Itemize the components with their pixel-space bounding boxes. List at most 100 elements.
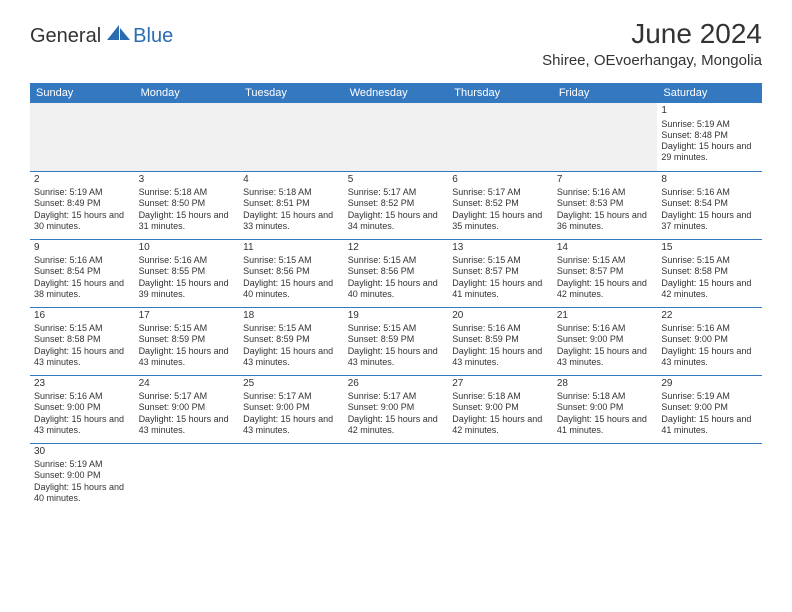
blank-cell [135, 443, 240, 511]
daylight-line: Daylight: 15 hours and 30 minutes. [34, 210, 131, 233]
day-number: 8 [661, 174, 758, 187]
daylight-line: Daylight: 15 hours and 41 minutes. [452, 278, 549, 301]
sunset-line: Sunset: 9:00 PM [661, 334, 758, 345]
brand-logo: General Blue [30, 24, 173, 48]
sunrise-line: Sunrise: 5:17 AM [139, 391, 236, 402]
day-number: 24 [139, 378, 236, 391]
weekday-header: Friday [553, 83, 658, 103]
day-number: 11 [243, 242, 340, 255]
day-number: 22 [661, 310, 758, 323]
day-cell: 30Sunrise: 5:19 AMSunset: 9:00 PMDayligh… [30, 443, 135, 511]
daylight-line: Daylight: 15 hours and 31 minutes. [139, 210, 236, 233]
day-number: 19 [348, 310, 445, 323]
sunset-line: Sunset: 8:59 PM [348, 334, 445, 345]
sunset-line: Sunset: 9:00 PM [139, 402, 236, 413]
sunrise-line: Sunrise: 5:19 AM [34, 459, 131, 470]
daylight-line: Daylight: 15 hours and 43 minutes. [243, 346, 340, 369]
sunrise-line: Sunrise: 5:16 AM [34, 255, 131, 266]
sunset-line: Sunset: 8:59 PM [139, 334, 236, 345]
sunrise-line: Sunrise: 5:15 AM [661, 255, 758, 266]
day-cell: 22Sunrise: 5:16 AMSunset: 9:00 PMDayligh… [657, 307, 762, 375]
sunrise-line: Sunrise: 5:15 AM [243, 255, 340, 266]
empty-cell [30, 103, 135, 171]
blank-cell [448, 443, 553, 511]
daylight-line: Daylight: 15 hours and 33 minutes. [243, 210, 340, 233]
day-cell: 24Sunrise: 5:17 AMSunset: 9:00 PMDayligh… [135, 375, 240, 443]
sunrise-line: Sunrise: 5:16 AM [557, 323, 654, 334]
day-cell: 11Sunrise: 5:15 AMSunset: 8:56 PMDayligh… [239, 239, 344, 307]
sunset-line: Sunset: 8:55 PM [139, 266, 236, 277]
day-cell: 20Sunrise: 5:16 AMSunset: 8:59 PMDayligh… [448, 307, 553, 375]
daylight-line: Daylight: 15 hours and 34 minutes. [348, 210, 445, 233]
day-number: 7 [557, 174, 654, 187]
daylight-line: Daylight: 15 hours and 42 minutes. [348, 414, 445, 437]
sunrise-line: Sunrise: 5:18 AM [452, 391, 549, 402]
title-block: June 2024 Shiree, OEvoerhangay, Mongolia [542, 18, 762, 69]
sunrise-line: Sunrise: 5:19 AM [661, 391, 758, 402]
day-number: 1 [661, 105, 758, 118]
sunrise-line: Sunrise: 5:16 AM [452, 323, 549, 334]
daylight-line: Daylight: 15 hours and 43 minutes. [139, 346, 236, 369]
calendar-row: 9Sunrise: 5:16 AMSunset: 8:54 PMDaylight… [30, 239, 762, 307]
day-number: 15 [661, 242, 758, 255]
sunset-line: Sunset: 9:00 PM [243, 402, 340, 413]
day-number: 16 [34, 310, 131, 323]
day-number: 20 [452, 310, 549, 323]
day-number: 14 [557, 242, 654, 255]
calendar-row: 1Sunrise: 5:19 AMSunset: 8:48 PMDaylight… [30, 103, 762, 171]
sunset-line: Sunset: 8:50 PM [139, 198, 236, 209]
calendar-body: 1Sunrise: 5:19 AMSunset: 8:48 PMDaylight… [30, 103, 762, 511]
weekday-header: Monday [135, 83, 240, 103]
empty-cell [135, 103, 240, 171]
calendar-row: 2Sunrise: 5:19 AMSunset: 8:49 PMDaylight… [30, 171, 762, 239]
blank-cell [344, 443, 449, 511]
day-cell: 16Sunrise: 5:15 AMSunset: 8:58 PMDayligh… [30, 307, 135, 375]
sunrise-line: Sunrise: 5:15 AM [34, 323, 131, 334]
sunset-line: Sunset: 9:00 PM [452, 402, 549, 413]
daylight-line: Daylight: 15 hours and 37 minutes. [661, 210, 758, 233]
day-number: 3 [139, 174, 236, 187]
sunrise-line: Sunrise: 5:16 AM [557, 187, 654, 198]
day-cell: 18Sunrise: 5:15 AMSunset: 8:59 PMDayligh… [239, 307, 344, 375]
sunset-line: Sunset: 8:52 PM [348, 198, 445, 209]
daylight-line: Daylight: 15 hours and 43 minutes. [452, 346, 549, 369]
weekday-header: Thursday [448, 83, 553, 103]
day-number: 21 [557, 310, 654, 323]
day-number: 4 [243, 174, 340, 187]
sunset-line: Sunset: 8:48 PM [661, 130, 758, 141]
sunrise-line: Sunrise: 5:18 AM [139, 187, 236, 198]
day-cell: 13Sunrise: 5:15 AMSunset: 8:57 PMDayligh… [448, 239, 553, 307]
sunrise-line: Sunrise: 5:18 AM [243, 187, 340, 198]
sunrise-line: Sunrise: 5:15 AM [139, 323, 236, 334]
daylight-line: Daylight: 15 hours and 42 minutes. [661, 278, 758, 301]
sunrise-line: Sunrise: 5:15 AM [557, 255, 654, 266]
day-number: 28 [557, 378, 654, 391]
day-number: 30 [34, 446, 131, 459]
sunset-line: Sunset: 8:57 PM [557, 266, 654, 277]
daylight-line: Daylight: 15 hours and 36 minutes. [557, 210, 654, 233]
sunrise-line: Sunrise: 5:18 AM [557, 391, 654, 402]
day-cell: 9Sunrise: 5:16 AMSunset: 8:54 PMDaylight… [30, 239, 135, 307]
sunrise-line: Sunrise: 5:16 AM [661, 187, 758, 198]
sunrise-line: Sunrise: 5:19 AM [661, 119, 758, 130]
sunrise-line: Sunrise: 5:16 AM [139, 255, 236, 266]
calendar-head: SundayMondayTuesdayWednesdayThursdayFrid… [30, 83, 762, 103]
sunset-line: Sunset: 8:56 PM [348, 266, 445, 277]
day-number: 23 [34, 378, 131, 391]
day-cell: 4Sunrise: 5:18 AMSunset: 8:51 PMDaylight… [239, 171, 344, 239]
sunset-line: Sunset: 8:59 PM [243, 334, 340, 345]
sunrise-line: Sunrise: 5:15 AM [348, 255, 445, 266]
daylight-line: Daylight: 15 hours and 40 minutes. [348, 278, 445, 301]
sunrise-line: Sunrise: 5:15 AM [348, 323, 445, 334]
day-cell: 2Sunrise: 5:19 AMSunset: 8:49 PMDaylight… [30, 171, 135, 239]
empty-cell [448, 103, 553, 171]
day-number: 12 [348, 242, 445, 255]
day-number: 10 [139, 242, 236, 255]
day-number: 27 [452, 378, 549, 391]
sunrise-line: Sunrise: 5:15 AM [452, 255, 549, 266]
weekday-header: Sunday [30, 83, 135, 103]
blank-cell [239, 443, 344, 511]
sunset-line: Sunset: 9:00 PM [557, 402, 654, 413]
calendar-row: 30Sunrise: 5:19 AMSunset: 9:00 PMDayligh… [30, 443, 762, 511]
day-cell: 10Sunrise: 5:16 AMSunset: 8:55 PMDayligh… [135, 239, 240, 307]
